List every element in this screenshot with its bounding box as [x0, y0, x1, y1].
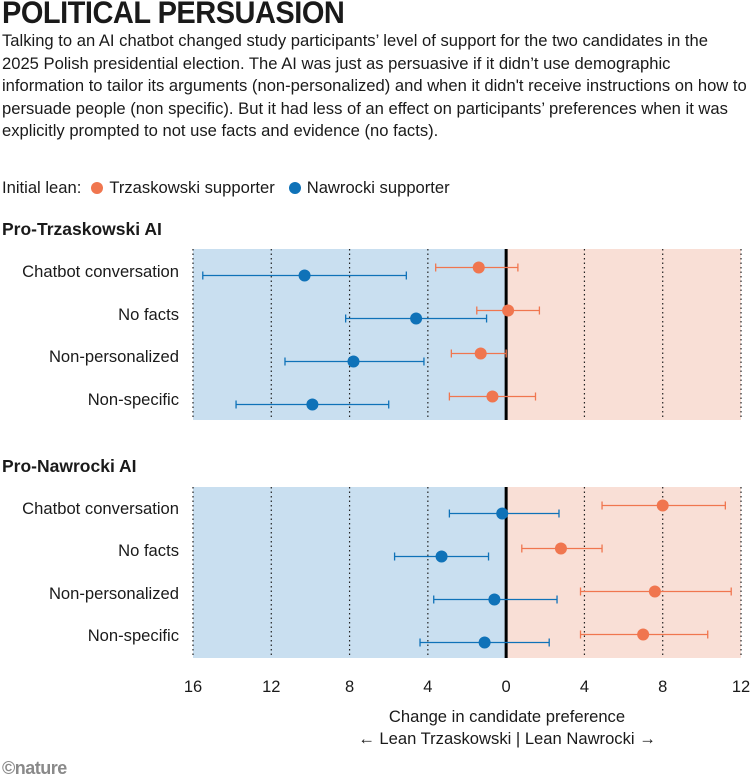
trzaskowski-ai-trzaskowski-point: [474, 347, 487, 360]
nawrocki-ai-trzaskowski-point: [637, 628, 650, 641]
row-label-chatbot-conversation: Chatbot conversation: [22, 262, 179, 281]
x-tick-label: 16: [184, 678, 202, 696]
trzaskowski-ai-nawrocki-point: [410, 312, 423, 325]
nature-logo: ©nature: [2, 758, 67, 778]
chart-subtitle: Talking to an AI chatbot changed study p…: [2, 31, 747, 141]
row-label-non-personalized: Non-personalized: [48, 584, 179, 603]
legend-prefix: Initial lean:: [2, 178, 82, 197]
nawrocki-ai-nawrocki-point: [435, 550, 448, 563]
chart-title: POLITICAL PERSUASION: [2, 0, 345, 31]
x-tick-label: 12: [262, 678, 280, 696]
x-axis-subtitle: ← Lean Trzaskowski | Lean Nawrocki →: [358, 729, 656, 748]
nawrocki-ai-trzaskowski-point: [554, 542, 567, 555]
nawrocki-ai-nawrocki-point: [488, 593, 501, 606]
nawrocki-ai-nawrocki-point: [478, 636, 491, 649]
row-label-non-specific: Non-specific: [87, 626, 179, 645]
trzaskowski-ai-trzaskowski-point: [502, 304, 515, 317]
x-tick-label: 4: [580, 678, 589, 696]
legend-trzaskowski-dot: [91, 182, 104, 194]
nawrocki-ai-trzaskowski-point: [656, 499, 669, 512]
x-tick-label: 8: [658, 678, 667, 696]
panel-title-pro-nawrocki: Pro-Nawrocki AI: [2, 456, 137, 476]
legend: Initial lean: Trzaskowski supporter Nawr…: [2, 178, 454, 198]
row-label-no-facts: No facts: [118, 541, 179, 560]
nawrocki-ai-trzaskowski-point: [648, 585, 661, 598]
nawrocki-ai-nawrocki-point: [496, 507, 509, 520]
x-axis-title: Change in candidate preference: [388, 707, 626, 726]
row-label-non-personalized: Non-personalized: [48, 347, 179, 366]
x-tick-label: 0: [502, 678, 511, 696]
trzaskowski-ai-nawrocki-point: [347, 355, 360, 368]
x-tick-label: 8: [345, 678, 354, 696]
panel-title-pro-trzaskowski: Pro-Trzaskowski AI: [2, 219, 162, 239]
trzaskowski-ai-nawrocki-point: [298, 269, 311, 282]
trzaskowski-ai-trzaskowski-point: [486, 390, 499, 403]
row-label-no-facts: No facts: [118, 305, 179, 324]
legend-nawrocki-label: Nawrocki supporter: [306, 178, 450, 197]
row-label-chatbot-conversation: Chatbot conversation: [22, 499, 179, 518]
lean-nawrocki-region: [506, 249, 741, 420]
legend-trzaskowski-label: Trzaskowski supporter: [109, 178, 275, 197]
x-tick-label: 12: [732, 678, 750, 696]
trzaskowski-ai-nawrocki-point: [306, 398, 319, 411]
row-label-non-specific: Non-specific: [87, 390, 179, 409]
legend-nawrocki-dot: [288, 182, 301, 194]
lean-nawrocki-region: [506, 487, 741, 658]
trzaskowski-ai-trzaskowski-point: [472, 261, 485, 274]
x-tick-label: 4: [423, 678, 432, 696]
